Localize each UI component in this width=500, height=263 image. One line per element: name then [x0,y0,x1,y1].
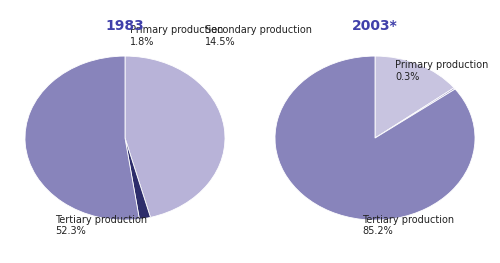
Text: Tertiary production
52.3%: Tertiary production 52.3% [55,215,147,236]
Text: Primary production
0.3%: Primary production 0.3% [395,60,488,82]
Title: 1983: 1983 [106,19,144,33]
Wedge shape [375,56,454,138]
Title: 2003*: 2003* [352,19,398,33]
Wedge shape [25,56,140,220]
Text: Primary production
1.8%: Primary production 1.8% [130,25,224,47]
Wedge shape [125,56,225,217]
Text: Tertiary production
85.2%: Tertiary production 85.2% [362,215,454,236]
Wedge shape [125,138,150,219]
Wedge shape [275,56,475,220]
Text: Secondary production
14.5%: Secondary production 14.5% [205,25,312,47]
Wedge shape [375,88,455,138]
